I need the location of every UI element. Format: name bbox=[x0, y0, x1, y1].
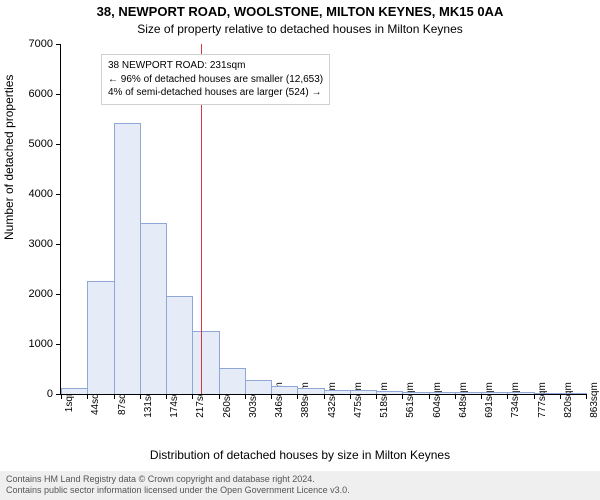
x-tick-label: 734sqm bbox=[510, 382, 521, 418]
y-tick bbox=[56, 344, 61, 345]
x-tick-label: 518sqm bbox=[379, 382, 390, 418]
histogram-bar bbox=[324, 390, 351, 395]
y-tick-label: 1000 bbox=[29, 338, 53, 350]
y-tick-label: 0 bbox=[47, 388, 53, 400]
x-tick bbox=[534, 394, 535, 399]
x-tick-label: 691sqm bbox=[484, 382, 495, 418]
x-tick bbox=[245, 394, 246, 399]
histogram-bar bbox=[429, 392, 456, 394]
x-tick bbox=[140, 394, 141, 399]
chart-subtitle: Size of property relative to detached ho… bbox=[0, 22, 600, 36]
histogram-bar bbox=[140, 223, 167, 394]
y-tick-label: 5000 bbox=[29, 138, 53, 150]
x-tick-label: 432sqm bbox=[327, 382, 338, 418]
x-tick bbox=[429, 394, 430, 399]
histogram-bar bbox=[166, 296, 193, 395]
histogram-bar bbox=[507, 392, 534, 394]
footer-box: Contains HM Land Registry data © Crown c… bbox=[0, 471, 600, 500]
histogram-bar bbox=[87, 281, 114, 395]
x-tick-label: 475sqm bbox=[353, 382, 364, 418]
histogram-bar bbox=[455, 392, 482, 394]
histogram-bar bbox=[114, 123, 141, 394]
footer-line-1: Contains HM Land Registry data © Crown c… bbox=[6, 474, 594, 486]
x-tick bbox=[166, 394, 167, 399]
x-tick bbox=[114, 394, 115, 399]
histogram-bar bbox=[271, 386, 298, 395]
y-tick-label: 6000 bbox=[29, 88, 53, 100]
annotation-line-3: 4% of semi-detached houses are larger (5… bbox=[108, 86, 323, 100]
annotation-line-2: ← 96% of detached houses are smaller (12… bbox=[108, 73, 323, 87]
x-tick bbox=[586, 394, 587, 399]
x-tick bbox=[297, 394, 298, 399]
x-tick bbox=[87, 394, 88, 399]
plot-area: 010002000300040005000600070001sqm44sqm87… bbox=[60, 44, 586, 395]
annotation-box: 38 NEWPORT ROAD: 231sqm ← 96% of detache… bbox=[101, 54, 330, 105]
y-tick bbox=[56, 44, 61, 45]
footer-line-2: Contains public sector information licen… bbox=[6, 485, 594, 497]
x-tick bbox=[507, 394, 508, 399]
chart-container: 38, NEWPORT ROAD, WOOLSTONE, MILTON KEYN… bbox=[0, 0, 600, 500]
histogram-bar bbox=[350, 390, 377, 394]
y-tick bbox=[56, 294, 61, 295]
x-tick-label: 648sqm bbox=[458, 382, 469, 418]
histogram-bar bbox=[219, 368, 246, 394]
x-tick bbox=[324, 394, 325, 399]
x-tick-label: 561sqm bbox=[405, 382, 416, 418]
annotation-line-1: 38 NEWPORT ROAD: 231sqm bbox=[108, 59, 323, 73]
y-tick bbox=[56, 144, 61, 145]
y-axis-label: Number of detached properties bbox=[2, 75, 16, 240]
x-tick bbox=[481, 394, 482, 399]
x-tick bbox=[271, 394, 272, 399]
histogram-bar bbox=[481, 392, 508, 394]
x-axis-label: Distribution of detached houses by size … bbox=[0, 448, 600, 462]
histogram-bar bbox=[560, 393, 587, 395]
x-tick bbox=[219, 394, 220, 399]
y-tick-label: 3000 bbox=[29, 238, 53, 250]
y-tick bbox=[56, 194, 61, 195]
histogram-bar bbox=[192, 331, 219, 395]
x-tick bbox=[61, 394, 62, 399]
x-tick bbox=[192, 394, 193, 399]
x-tick-label: 604sqm bbox=[432, 382, 443, 418]
y-tick-label: 7000 bbox=[29, 38, 53, 50]
chart-title: 38, NEWPORT ROAD, WOOLSTONE, MILTON KEYN… bbox=[0, 4, 600, 19]
histogram-bar bbox=[297, 388, 324, 394]
histogram-bar bbox=[402, 392, 429, 395]
x-tick bbox=[376, 394, 377, 399]
x-tick bbox=[560, 394, 561, 399]
histogram-bar bbox=[61, 388, 88, 394]
x-tick-label: 820sqm bbox=[563, 382, 574, 418]
x-tick-label: 777sqm bbox=[537, 382, 548, 418]
histogram-bar bbox=[534, 393, 561, 395]
x-tick bbox=[350, 394, 351, 399]
histogram-bar bbox=[376, 391, 403, 394]
y-tick-label: 2000 bbox=[29, 288, 53, 300]
x-tick-label: 863sqm bbox=[589, 382, 600, 418]
y-tick bbox=[56, 244, 61, 245]
histogram-bar bbox=[245, 380, 272, 394]
x-tick bbox=[402, 394, 403, 399]
y-tick-label: 4000 bbox=[29, 188, 53, 200]
x-tick bbox=[455, 394, 456, 399]
y-tick bbox=[56, 94, 61, 95]
